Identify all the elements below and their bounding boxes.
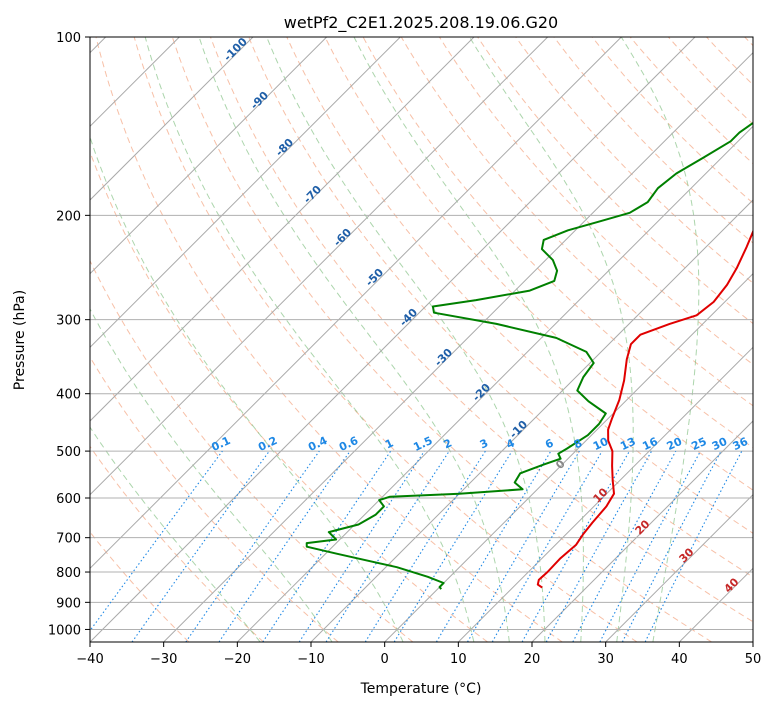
x-tick-label: 50 [745, 652, 762, 667]
y-tick-label: 500 [56, 445, 81, 460]
chart-title: wetPf2_C2E1.2025.208.19.06.G20 [284, 13, 558, 33]
x-tick-label: 0 [381, 652, 389, 667]
x-tick-label: 40 [671, 652, 688, 667]
x-tick-label: −20 [224, 652, 251, 667]
y-tick-label: 100 [56, 31, 81, 46]
y-tick-label: 300 [56, 314, 81, 329]
y-tick-label: 200 [56, 209, 81, 224]
y-tick-label: 700 [56, 532, 81, 547]
y-tick-label: 1000 [48, 623, 81, 638]
y-tick-label: 900 [56, 596, 81, 611]
y-axis-label: Pressure (hPa) [12, 290, 28, 390]
x-tick-label: 30 [597, 652, 614, 667]
x-tick-label: −30 [150, 652, 177, 667]
y-tick-label: 800 [56, 566, 81, 581]
x-tick-label: −40 [76, 652, 103, 667]
y-tick-label: 600 [56, 492, 81, 507]
x-tick-label: 20 [524, 652, 541, 667]
x-axis-label: Temperature (°C) [360, 681, 482, 697]
x-tick-label: −10 [297, 652, 324, 667]
x-tick-label: 10 [450, 652, 467, 667]
y-tick-label: 400 [56, 388, 81, 403]
